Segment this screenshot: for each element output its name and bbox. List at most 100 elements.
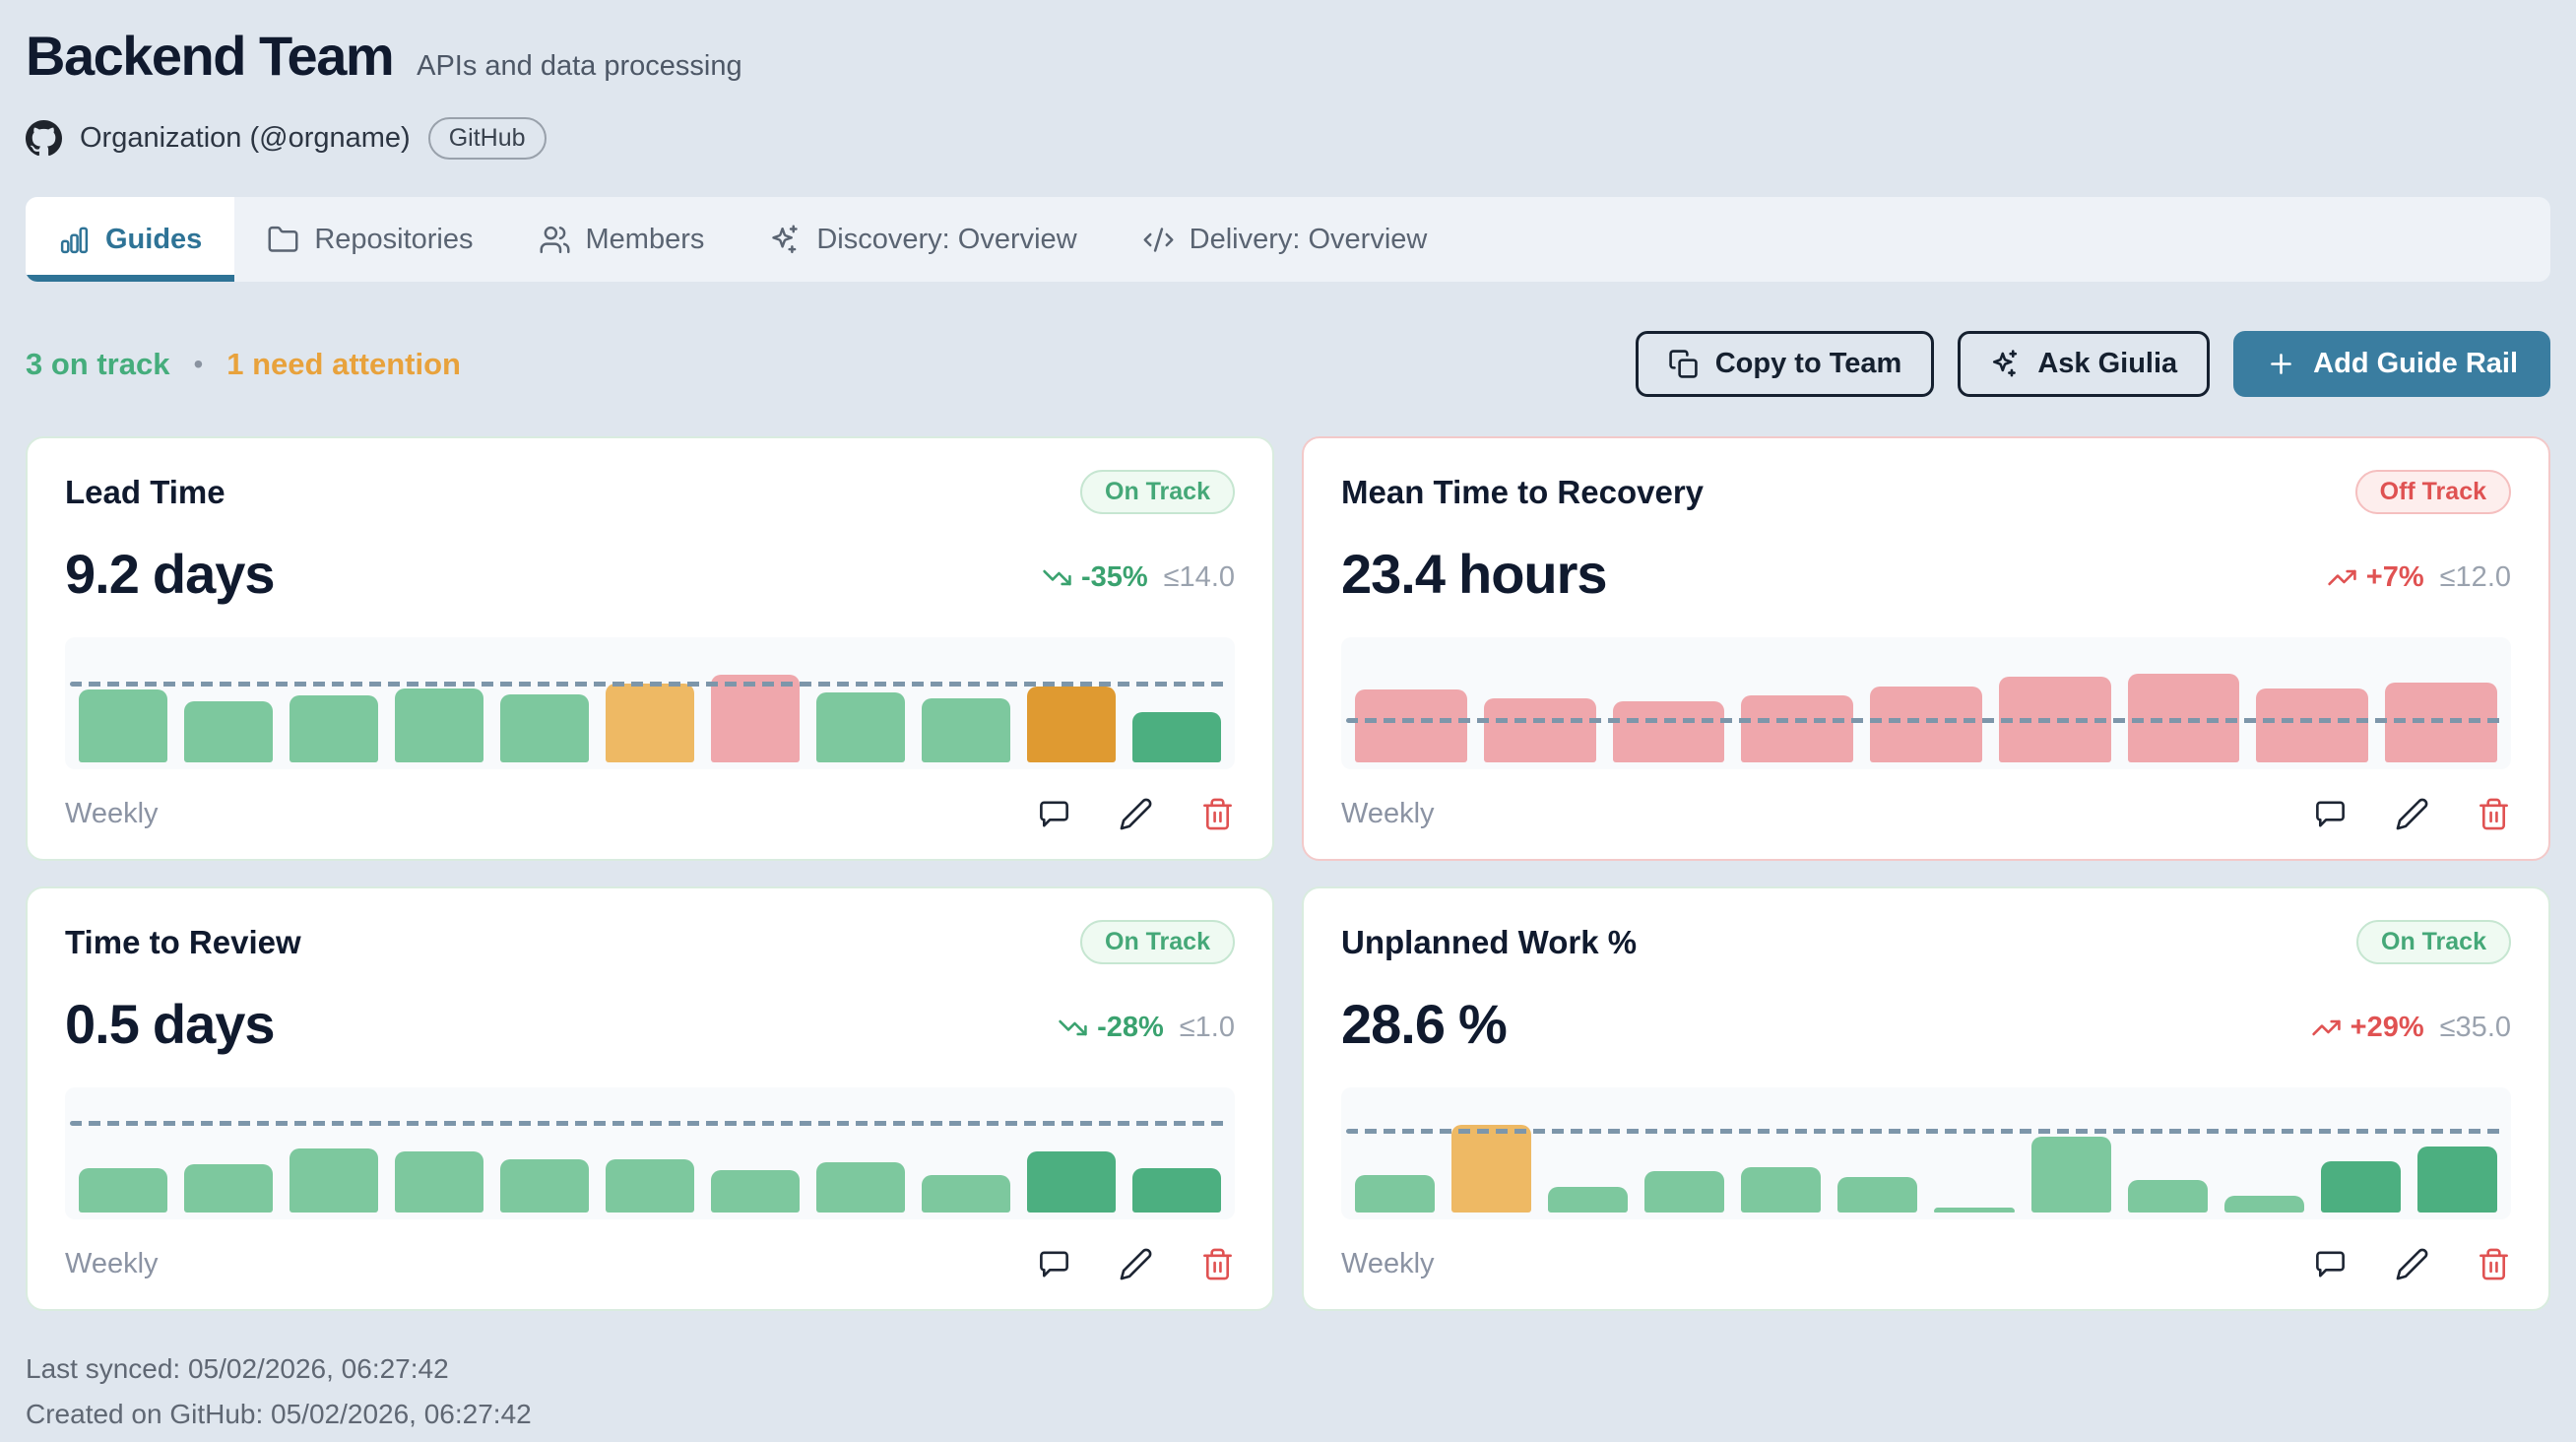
period-label: Weekly [1341,1248,1435,1279]
status-badge: On Track [1080,920,1235,964]
sparkles-icon [772,225,799,253]
trending-up-icon [2328,569,2356,586]
bars [1346,1095,2506,1213]
org-label: Organization (@orgname) [80,122,411,154]
sparkles-icon [1993,350,2018,377]
bar [1027,686,1116,762]
bar [79,689,167,762]
comment-button[interactable] [1037,797,1071,831]
metric-card-lead-time: Lead Time On Track 9.2 days -35% ≤14.0 [26,436,1274,861]
bar [500,1159,589,1213]
trend-group: +29% ≤35.0 [2311,1012,2511,1056]
bar [606,1159,694,1213]
delete-button[interactable] [1200,797,1235,831]
add-guide-rail-button[interactable]: Add Guide Rail [2233,331,2550,397]
bar [184,701,273,762]
page-subtitle: APIs and data processing [417,50,742,82]
card-actions [1037,1247,1235,1281]
tab-guides[interactable]: Guides [26,197,235,282]
summary-row: 3 on track • 1 need attention Copy to Te… [26,331,2550,397]
bar [711,1170,800,1213]
trend: +7% [2327,561,2424,594]
bar [79,1167,167,1213]
speech-bubble-icon [2316,1251,2345,1278]
speech-bubble-icon [1040,801,1068,827]
folder-icon [268,226,298,252]
bar [1870,686,1982,762]
edit-button[interactable] [2395,1247,2429,1281]
threshold-label: ≤1.0 [1179,1012,1235,1043]
comment-button[interactable] [2313,1247,2348,1281]
tab-repositories[interactable]: Repositories [234,197,505,282]
speech-bubble-icon [1040,1251,1068,1278]
metric-unit: % [1458,993,1508,1055]
bar [1934,1208,2015,1213]
bar [1612,701,1725,762]
trending-up-icon [2311,1019,2341,1036]
metric-unit: days [152,543,276,605]
edit-button[interactable] [1119,1247,1153,1281]
trash-icon [2479,1248,2508,1280]
metric-value: 0.5 days [65,993,276,1055]
code-icon [1143,227,1174,252]
page-title: Backend Team [26,25,395,87]
metric-chart [65,637,1235,769]
ask-giulia-button[interactable]: Ask Giulia [1958,331,2211,397]
bars [70,645,1230,762]
threshold-label: ≤14.0 [1163,561,1235,593]
trend-group: -35% ≤14.0 [1042,561,1235,606]
metric-unit: days [152,993,276,1055]
card-actions [2313,1247,2511,1281]
bars [70,1095,1230,1213]
bar-chart-icon [60,227,89,253]
org-row: Organization (@orgname) GitHub [26,117,2550,160]
bar [2320,1160,2401,1213]
threshold-line [70,1120,1230,1126]
bar [2416,1147,2497,1213]
delete-button[interactable] [1200,1247,1235,1281]
trend-group: -28% ≤1.0 [1058,1012,1235,1056]
delete-button[interactable] [2477,1247,2511,1281]
trend-group: +7% ≤12.0 [2327,561,2511,606]
pencil-icon [1120,798,1152,830]
metric-chart [65,1087,1235,1219]
pencil-icon [2396,798,2428,830]
bar [816,691,905,762]
bar [2256,688,2369,762]
metric-title: Lead Time [65,473,225,510]
period-label: Weekly [1341,798,1435,829]
bar [1451,1124,1532,1213]
users-icon [540,226,569,253]
threshold-line [1346,718,2506,724]
threshold-line [1346,1128,2506,1134]
metric-value: 9.2 days [65,543,276,605]
tab-members[interactable]: Members [506,197,738,282]
copy-to-team-button[interactable]: Copy to Team [1635,331,1935,397]
tab-discovery-overview[interactable]: Discovery: Overview [737,197,1109,282]
tab-delivery-overview[interactable]: Delivery: Overview [1110,197,1460,282]
edit-button[interactable] [1119,797,1153,831]
edit-button[interactable] [2395,797,2429,831]
period-label: Weekly [65,798,159,829]
bar [395,1151,483,1213]
bar [816,1161,905,1213]
comment-button[interactable] [2313,797,2348,831]
trash-icon [1203,1248,1232,1280]
bar [2127,1179,2208,1213]
bar [922,1174,1010,1213]
page-footer: Last synced: 05/02/2026, 06:27:42 Create… [26,1346,2550,1437]
bar [2030,1136,2111,1213]
metric-value: 28.6% [1341,993,1508,1055]
attention-count: 1 need attention [226,346,461,381]
comment-button[interactable] [1037,1247,1071,1281]
bar [1644,1171,1725,1213]
trend-label: -28% [1097,1012,1164,1043]
header: Backend Team APIs and data processing [26,24,2550,88]
bar [290,1147,378,1213]
metric-title: Unplanned Work % [1341,923,1638,960]
trend-label: +7% [2365,561,2424,593]
separator-dot: • [193,348,204,379]
copy-icon [1669,350,1698,378]
bars [1346,645,2506,762]
delete-button[interactable] [2477,797,2511,831]
